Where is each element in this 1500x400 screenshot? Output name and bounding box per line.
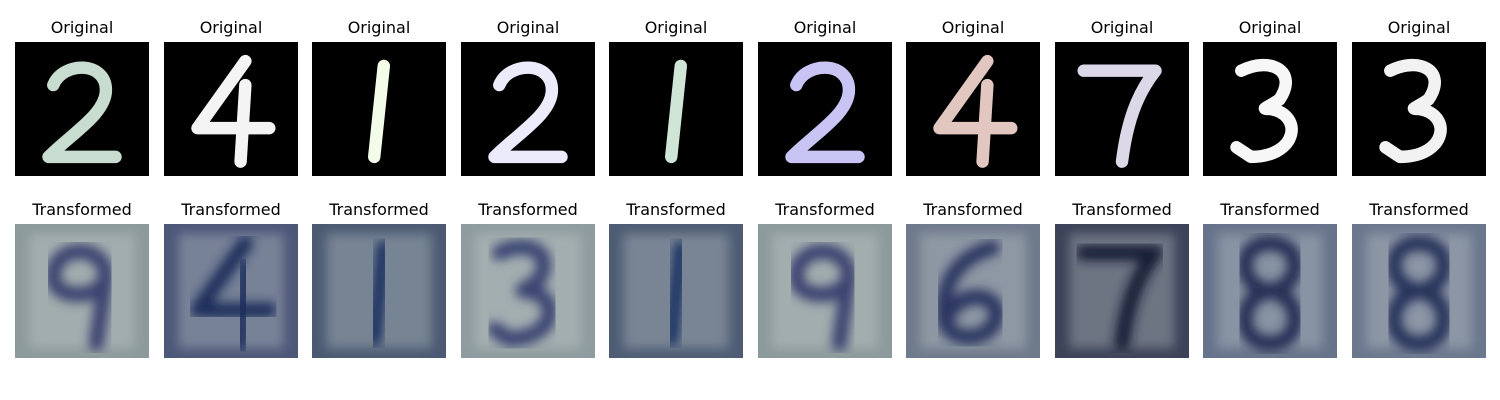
original-image-7: [906, 42, 1040, 176]
transformed-digit-stroke: [232, 259, 254, 352]
transformed-digit-stroke: [1237, 235, 1303, 352]
transformed-image-4: [461, 224, 595, 358]
original-digit-stroke: [664, 59, 688, 164]
transformed-digit-stroke: [486, 239, 558, 347]
transformed-image-3: [312, 224, 446, 358]
transformed-title-1: Transformed: [32, 200, 132, 219]
original-image-background: [906, 42, 1040, 176]
original-image-4: [461, 42, 595, 176]
transformed-image-5: [609, 224, 743, 358]
transformed-image-1: [15, 224, 149, 358]
transformed-digit-stroke: [366, 240, 392, 347]
original-image-9: [1203, 42, 1337, 176]
original-image-5: [609, 42, 743, 176]
original-title-10: Original: [1387, 18, 1451, 37]
original-digit-stroke: [1379, 58, 1447, 164]
transformed-title-2: Transformed: [181, 200, 281, 219]
original-title-5: Original: [644, 18, 708, 37]
original-title-7: Original: [941, 18, 1005, 37]
transformed-title-3: Transformed: [329, 200, 429, 219]
transformed-digit-stroke: [935, 240, 1005, 345]
transformed-image-10: [1352, 224, 1486, 358]
original-image-10: [1352, 42, 1486, 176]
transformed-image-6: [758, 224, 892, 358]
transformed-digit-stroke: [1386, 235, 1452, 352]
transformed-title-5: Transformed: [626, 200, 726, 219]
original-digit-stroke: [488, 61, 568, 164]
transformed-title-10: Transformed: [1369, 200, 1469, 219]
original-title-2: Original: [199, 18, 263, 37]
original-digit-stroke: [234, 78, 252, 168]
original-title-6: Original: [793, 18, 857, 37]
original-digit-stroke: [976, 78, 994, 168]
transformed-image-2: [164, 224, 298, 358]
original-title-9: Original: [1238, 18, 1302, 37]
original-image-6: [758, 42, 892, 176]
transformed-digit-stroke: [788, 244, 857, 352]
original-digit-stroke: [1077, 64, 1162, 168]
transformed-image-8: [1055, 224, 1189, 358]
original-digit-stroke: [785, 61, 865, 164]
transformed-digit-stroke: [45, 244, 114, 352]
transformed-title-4: Transformed: [478, 200, 578, 219]
original-digit-stroke: [42, 61, 122, 164]
transformed-image-9: [1203, 224, 1337, 358]
transformed-digit-stroke: [663, 240, 689, 347]
original-title-4: Original: [496, 18, 560, 37]
original-image-1: [15, 42, 149, 176]
original-title-1: Original: [50, 18, 114, 37]
transformed-title-6: Transformed: [775, 200, 875, 219]
original-title-8: Original: [1090, 18, 1154, 37]
transformed-title-9: Transformed: [1220, 200, 1320, 219]
original-image-background: [164, 42, 298, 176]
original-image-3: [312, 42, 446, 176]
transformed-title-8: Transformed: [1072, 200, 1172, 219]
transformed-title-7: Transformed: [923, 200, 1023, 219]
original-title-3: Original: [347, 18, 411, 37]
transformed-image-7: [906, 224, 1040, 358]
original-image-8: [1055, 42, 1189, 176]
original-image-2: [164, 42, 298, 176]
original-digit-stroke: [1230, 58, 1298, 164]
original-digit-stroke: [367, 59, 391, 164]
transformed-digit-stroke: [1076, 245, 1164, 352]
